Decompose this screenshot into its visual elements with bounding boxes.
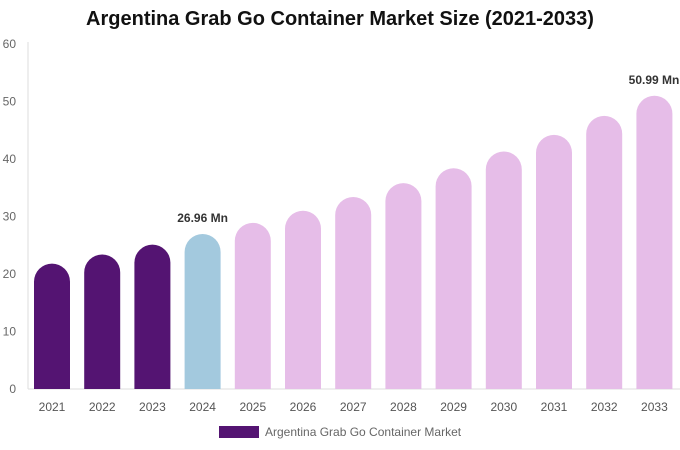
x-tick-label: 2030 (490, 400, 517, 414)
bar-2027 (335, 196, 372, 389)
bar-2022 (84, 254, 121, 389)
x-tick-label: 2032 (591, 400, 618, 414)
bar-2026 (285, 210, 321, 389)
y-tick-label: 0 (9, 382, 16, 396)
legend[interactable]: Argentina Grab Go Container Market (219, 425, 461, 439)
data-label-2024: 26.96 Mn (177, 211, 228, 225)
y-tick-label: 50 (3, 95, 17, 109)
bar-2025 (234, 222, 271, 389)
bar-2021 (34, 263, 70, 389)
x-tick-label: 2025 (239, 400, 266, 414)
y-tick-label: 60 (3, 37, 17, 51)
x-tick-label: 2028 (390, 400, 417, 414)
x-tick-label: 2033 (641, 400, 668, 414)
bar-2033 (636, 95, 673, 390)
bar-2029 (435, 168, 472, 389)
x-tick-label: 2027 (340, 400, 367, 414)
x-tick-label: 2031 (541, 400, 568, 414)
legend-label: Argentina Grab Go Container Market (265, 425, 462, 439)
x-tick-label: 2021 (39, 400, 66, 414)
legend-swatch (219, 426, 259, 438)
chart-title: Argentina Grab Go Container Market Size … (86, 8, 594, 30)
x-tick-label: 2023 (139, 400, 166, 414)
y-tick-label: 20 (3, 267, 17, 281)
bar-2032 (586, 115, 623, 389)
bar-2024 (184, 233, 221, 389)
bar-2031 (536, 134, 572, 389)
y-tick-label: 10 (3, 325, 17, 339)
x-tick-label: 2024 (189, 400, 216, 414)
x-tick-label: 2022 (89, 400, 116, 414)
bar-2023 (134, 244, 171, 389)
bar-2028 (385, 183, 422, 389)
bar-2030 (485, 151, 522, 389)
y-tick-label: 40 (3, 152, 17, 166)
data-label-2033: 50.99 Mn (629, 73, 680, 87)
x-tick-label: 2026 (290, 400, 317, 414)
x-tick-label: 2029 (440, 400, 467, 414)
y-tick-label: 30 (3, 210, 17, 224)
